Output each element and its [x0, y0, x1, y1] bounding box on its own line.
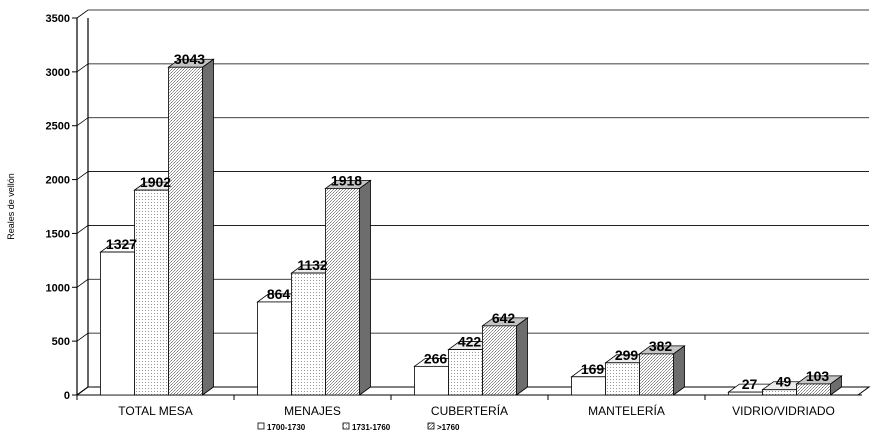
y-tick-label: 3000 [46, 67, 70, 79]
y-tick-label: 1500 [46, 228, 70, 240]
bar-side [516, 317, 528, 396]
bar-side [359, 179, 371, 396]
y-tick-label: 0 [64, 390, 70, 402]
gridline [76, 9, 869, 19]
data-label: 1902 [140, 174, 171, 190]
y-axis-label: Reales de vellón [6, 173, 16, 240]
legend: 1700-1730 1731-1760 >1760 [257, 422, 460, 432]
data-label: 1132 [297, 257, 328, 273]
legend-label: >1760 [437, 423, 460, 432]
data-label: 382 [649, 338, 673, 354]
x-tick-label: TOTAL MESA [118, 404, 192, 418]
y-tick-label: 1000 [46, 282, 70, 294]
data-label: 864 [267, 286, 291, 302]
bar [325, 188, 360, 396]
legend-label: 1731-1760 [352, 423, 391, 432]
bar [482, 325, 517, 396]
data-label: 49 [776, 374, 792, 390]
bar [762, 389, 797, 396]
legend-swatch [427, 422, 435, 430]
y-tick-label: 2000 [46, 175, 70, 187]
data-label: 266 [424, 350, 448, 366]
bar [639, 353, 674, 396]
data-label: 3043 [174, 51, 205, 67]
bar [414, 365, 449, 396]
data-label: 103 [806, 368, 830, 384]
y-tick-label: 2500 [46, 121, 70, 133]
data-label: 1918 [331, 172, 362, 188]
data-label: 169 [581, 361, 605, 377]
data-label: 642 [492, 310, 516, 326]
legend-swatch [257, 422, 265, 430]
x-tick-label: VIDRIO/VIDRIADO [732, 404, 835, 418]
bar [291, 272, 326, 396]
bar [100, 251, 135, 396]
bar [796, 383, 831, 396]
data-label: 422 [458, 334, 482, 350]
back-wall-edge [76, 18, 89, 396]
data-label: 1327 [106, 236, 137, 252]
bars [99, 58, 843, 396]
bar [134, 189, 169, 396]
legend-label: 1700-1730 [267, 423, 306, 432]
bar [728, 391, 763, 396]
axes: 0 500 1000 1500 2000 2500 3000 3500 Reales de ve… [6, 13, 871, 402]
y-tick-label: 3500 [46, 13, 70, 25]
x-tick-label: MENAJES [284, 404, 341, 418]
bar-side [202, 58, 214, 396]
bar-side [673, 345, 685, 396]
labels: TOTAL MESA 1327 1902 3043 MENAJES 864 1132 1918… [106, 51, 835, 418]
bar [605, 362, 640, 396]
x-tick-label: CUBERTERÍA [431, 403, 508, 418]
x-tick-label: MANTELERÍA [588, 403, 665, 418]
data-label: 27 [742, 376, 758, 392]
bar [257, 301, 292, 396]
legend-swatch [342, 422, 350, 430]
bar [571, 376, 606, 396]
y-tick-label: 500 [52, 336, 70, 348]
data-label: 299 [615, 347, 639, 363]
bar [168, 66, 203, 396]
bar [448, 349, 483, 396]
